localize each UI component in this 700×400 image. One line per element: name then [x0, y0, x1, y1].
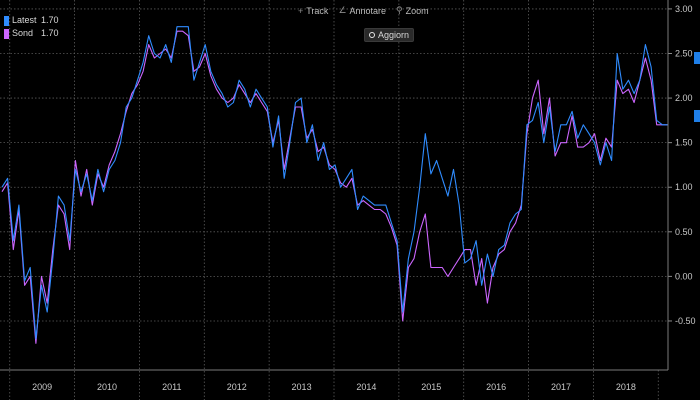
legend-value-sond: 1.70 — [41, 28, 59, 38]
legend-value-latest: 1.70 — [41, 15, 59, 25]
y-tick-label: 2.50 — [675, 48, 693, 58]
legend-swatch-latest — [4, 15, 9, 26]
zoom-tool[interactable]: ⚲ Zoom — [396, 5, 429, 16]
x-tick-label: 2012 — [227, 382, 247, 392]
series-line-latest — [1, 26, 668, 340]
track-label: Track — [306, 5, 329, 16]
x-tick-label: 2010 — [97, 382, 117, 392]
magnifier-icon: ⚲ — [396, 5, 403, 15]
annotate-label: Annotare — [349, 5, 387, 16]
crosshair-icon: + — [298, 5, 304, 16]
legend-name-latest: Latest — [12, 15, 37, 25]
x-tick-label: 2015 — [421, 382, 441, 392]
y-axis-edge-marker-2 — [694, 110, 700, 122]
y-tick-label: 1.00 — [675, 182, 693, 192]
series-layer — [1, 26, 668, 344]
y-tick-label: 2.00 — [675, 93, 693, 103]
zoom-label: Zoom — [405, 5, 429, 16]
x-tick-label: 2017 — [551, 382, 571, 392]
x-axis-labels: 2009 2010 2011 2012 2013 2014 2015 2016 2017 2018 — [32, 382, 636, 392]
y-tick-label: 3.00 — [675, 4, 693, 14]
y-tick-label: 1.50 — [675, 138, 693, 148]
y-axis-edge-marker — [694, 52, 700, 64]
y-tick-label: 0.00 — [675, 271, 693, 281]
legend-swatch-sond — [4, 28, 9, 39]
x-tick-label: 2009 — [32, 382, 52, 392]
chart-legend: Latest 1.70 Sond 1.70 — [4, 14, 59, 40]
chart-toolbar: + Track ∠ Annotare ⚲ Zoom — [298, 5, 429, 16]
series-line-sond — [1, 30, 668, 344]
x-tick-label: 2016 — [486, 382, 506, 392]
legend-item-sond[interactable]: Sond 1.70 — [4, 27, 59, 40]
x-grid — [9, 0, 659, 400]
pencil-icon: ∠ — [338, 5, 347, 15]
y-axis-labels: 3.00 2.50 2.00 1.50 1.00 0.50 0.00 -0.50 — [675, 4, 696, 326]
legend-name-sond: Sond — [12, 28, 34, 38]
y-tick-label: 0.50 — [675, 227, 693, 237]
update-button[interactable]: Aggiorn — [364, 28, 415, 42]
x-tick-label: 2018 — [616, 382, 636, 392]
refresh-icon — [369, 32, 375, 38]
y-grid — [0, 8, 672, 322]
legend-item-latest[interactable]: Latest 1.70 — [4, 14, 59, 27]
y-tick-label: -0.50 — [675, 316, 696, 326]
annotate-tool[interactable]: ∠ Annotare — [338, 5, 386, 16]
x-tick-label: 2013 — [292, 382, 312, 392]
track-tool[interactable]: + Track — [298, 5, 328, 16]
update-button-label: Aggiorn — [378, 30, 410, 40]
x-tick-label: 2011 — [162, 382, 181, 392]
x-tick-label: 2014 — [356, 382, 376, 392]
